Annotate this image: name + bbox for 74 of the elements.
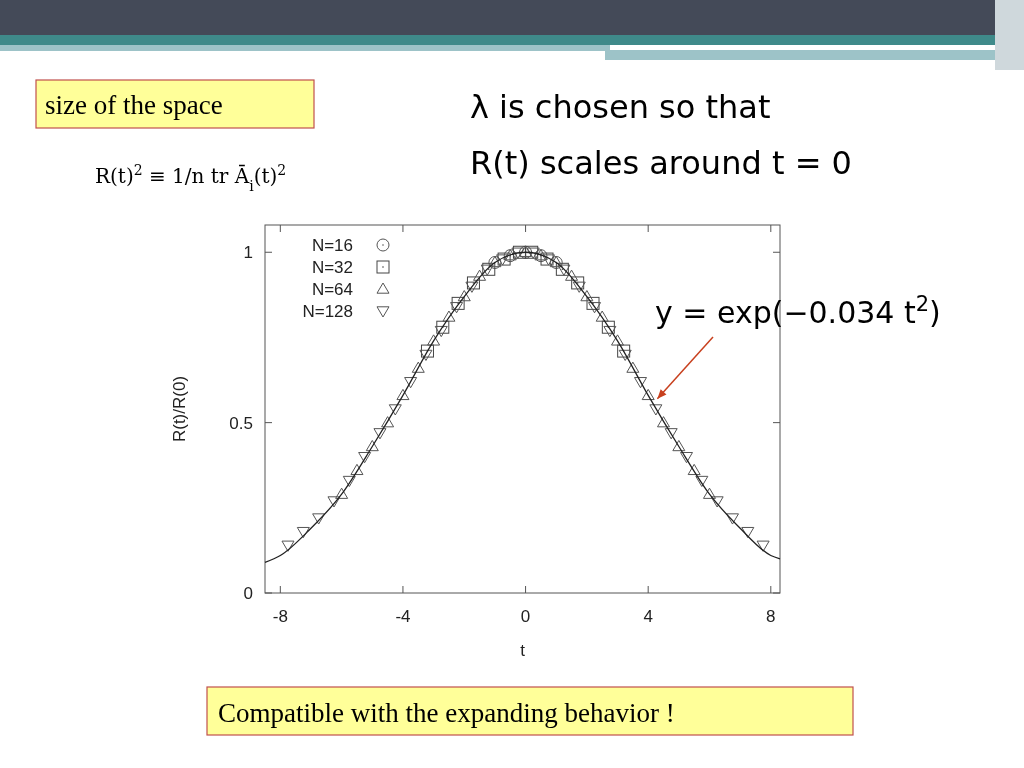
point [335,487,349,499]
y-axis-title: R(t)/R(0) [170,375,189,443]
x-axis-title: t [520,641,526,660]
point [634,377,648,389]
point [281,540,295,552]
point [618,349,632,361]
point [641,388,655,401]
point [687,463,701,476]
point [434,325,448,338]
point [465,281,479,293]
annotation: y = exp(−0.034 t$^{2}$) [655,292,941,330]
point [702,487,716,499]
point [358,452,372,464]
point [588,302,602,314]
point [680,452,693,464]
point [450,302,464,314]
x-tick-label: -4 [395,607,411,626]
point [350,463,364,476]
text: R(t)$^{2}$ ≡ 1/n tr Ā$_{i}$(t)$^{2}$ [95,162,287,194]
x-tick-label: 8 [766,607,776,626]
legend-label: N=64 [311,280,353,299]
point [580,290,594,302]
point [396,388,410,401]
text: λ is chosen so that [470,88,771,126]
point [473,269,487,281]
point [710,496,724,508]
point [365,439,379,452]
point [419,349,433,361]
point [442,310,456,322]
point [427,334,441,346]
point [411,361,425,373]
point [436,320,450,334]
point [626,361,640,373]
point [664,428,678,440]
point [373,428,387,440]
legend-label: N=16 [311,236,353,255]
point [649,404,663,416]
point [603,325,617,338]
point [595,310,609,322]
point [342,475,356,488]
y-tick-label: 0.5 [229,413,253,433]
point [571,276,585,290]
point [466,276,480,290]
point [586,296,600,310]
text: size of the space [45,90,223,120]
x-tick-label: 0 [520,607,531,626]
point [756,540,770,552]
text: Compatible with the expanding behavior ! [218,698,675,728]
point [657,416,671,428]
point [381,416,395,428]
point [741,526,755,539]
point [565,269,579,281]
point [725,513,739,525]
x-tick-label: 4 [643,607,653,626]
y-tick-label: 0 [243,584,253,603]
legend-label: N=32 [311,258,353,277]
point [451,296,465,310]
y-tick-label: 1 [243,243,253,263]
point [420,344,434,358]
point [312,513,326,525]
point [672,439,686,452]
point [611,334,625,346]
point [388,404,402,416]
point [296,526,310,539]
point [457,290,471,302]
point [695,475,709,488]
point [327,496,341,508]
x-tick-label: -8 [272,607,288,626]
legend-label: N=128 [302,302,353,321]
point [572,281,586,293]
point [404,377,418,389]
point [617,344,631,358]
point [601,320,615,334]
text: R(t) scales around t = 0 [470,144,852,182]
